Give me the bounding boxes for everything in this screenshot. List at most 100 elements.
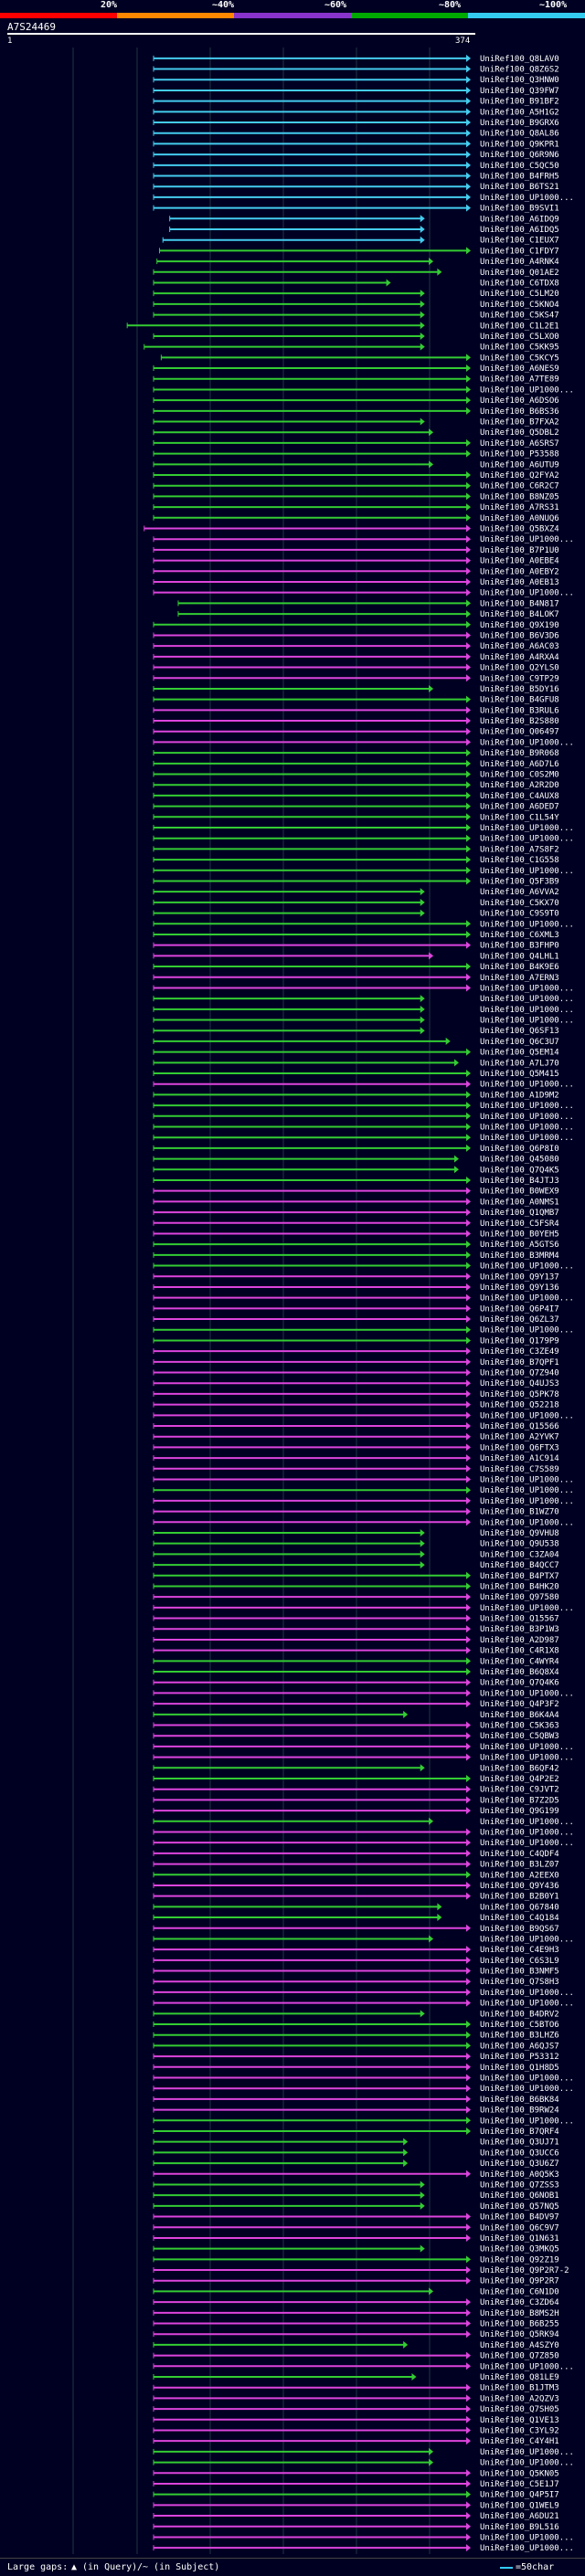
hit-label[interactable]: UniRef100_UP1000... xyxy=(480,2075,574,2084)
hit-label[interactable]: UniRef100_Q1QMB7 xyxy=(480,1209,559,1218)
hit-label[interactable]: UniRef100_UP1000... xyxy=(480,1743,574,1752)
hit-label[interactable]: UniRef100_C6R2C7 xyxy=(480,482,559,491)
hit-label[interactable]: UniRef100_A6SRS7 xyxy=(480,439,559,449)
hit-label[interactable]: UniRef100_C3ZA04 xyxy=(480,1550,559,1559)
hit-label[interactable]: UniRef100_Q2YLS0 xyxy=(480,664,559,673)
hit-label[interactable]: UniRef100_UP1000... xyxy=(480,1475,574,1484)
hit-label[interactable]: UniRef100_C4E9H3 xyxy=(480,1946,559,1955)
hit-label[interactable]: UniRef100_B9QS67 xyxy=(480,1925,559,1934)
hit-label[interactable]: UniRef100_Q3MKQ5 xyxy=(480,2245,559,2254)
hit-label[interactable]: UniRef100_B4FRH5 xyxy=(480,173,559,182)
hit-label[interactable]: UniRef100_Q2FYA2 xyxy=(480,471,559,480)
hit-label[interactable]: UniRef100_P53588 xyxy=(480,450,559,459)
hit-label[interactable]: UniRef100_Q06497 xyxy=(480,728,559,737)
hit-label[interactable]: UniRef100_B1JTM3 xyxy=(480,2384,559,2393)
hit-label[interactable]: UniRef100_B3P1W3 xyxy=(480,1625,559,1634)
hit-label[interactable]: UniRef100_A1C914 xyxy=(480,1454,559,1463)
hit-label[interactable]: UniRef100_C6TDX8 xyxy=(480,279,559,288)
hit-label[interactable]: UniRef100_Q7Z850 xyxy=(480,2352,559,2361)
hit-label[interactable]: UniRef100_C1L2E1 xyxy=(480,322,559,331)
hit-label[interactable]: UniRef100_Q8AL86 xyxy=(480,130,559,139)
hit-label[interactable]: UniRef100_UP1000... xyxy=(480,2544,574,2553)
hit-label[interactable]: UniRef100_A5GTS6 xyxy=(480,1240,559,1250)
hit-label[interactable]: UniRef100_B3NMF5 xyxy=(480,1968,559,1977)
hit-label[interactable]: UniRef100_Q3UJ71 xyxy=(480,2138,559,2148)
hit-label[interactable]: UniRef100_C5QC50 xyxy=(480,162,559,171)
hit-label[interactable]: UniRef100_UP1000... xyxy=(480,738,574,747)
hit-label[interactable]: UniRef100_A6DSO6 xyxy=(480,396,559,406)
hit-label[interactable]: UniRef100_C5KCY5 xyxy=(480,354,559,363)
hit-label[interactable]: UniRef100_B7QPF1 xyxy=(480,1358,559,1367)
hit-label[interactable]: UniRef100_C4WYR4 xyxy=(480,1657,559,1666)
hit-label[interactable]: UniRef100_UP1000... xyxy=(480,385,574,395)
hit-label[interactable]: UniRef100_B4GFU8 xyxy=(480,696,559,705)
hit-label[interactable]: UniRef100_UP1000... xyxy=(480,1017,574,1026)
hit-label[interactable]: UniRef100_UP1000... xyxy=(480,920,574,929)
hit-label[interactable]: UniRef100_Q52218 xyxy=(480,1401,559,1410)
hit-label[interactable]: UniRef100_Q81LE9 xyxy=(480,2373,559,2382)
hit-label[interactable]: UniRef100_B4PTX7 xyxy=(480,1572,559,1581)
hit-label[interactable]: UniRef100_C6S3L9 xyxy=(480,1957,559,1966)
hit-label[interactable]: UniRef100_A0EBY2 xyxy=(480,567,559,576)
hit-label[interactable]: UniRef100_C5K363 xyxy=(480,1722,559,1731)
hit-label[interactable]: UniRef100_Q6ZL37 xyxy=(480,1315,559,1325)
hit-label[interactable]: UniRef100_UP1000... xyxy=(480,835,574,844)
hit-label[interactable]: UniRef100_Q6NOB1 xyxy=(480,2191,559,2201)
hit-label[interactable]: UniRef100_UP1000... xyxy=(480,589,574,598)
hit-label[interactable]: UniRef100_Q9Y436 xyxy=(480,1882,559,1891)
hit-label[interactable]: UniRef100_Q1WEL9 xyxy=(480,2501,559,2510)
hit-label[interactable]: UniRef100_UP1000... xyxy=(480,1989,574,1998)
hit-label[interactable]: UniRef100_Q6C9V7 xyxy=(480,2223,559,2233)
hit-label[interactable]: UniRef100_Q9X190 xyxy=(480,621,559,630)
hit-label[interactable]: UniRef100_A2R2D0 xyxy=(480,781,559,790)
hit-label[interactable]: UniRef100_Q6P8I0 xyxy=(480,1145,559,1154)
hit-label[interactable]: UniRef100_C1L54Y xyxy=(480,813,559,822)
hit-label[interactable]: UniRef100_A4RXA4 xyxy=(480,653,559,662)
hit-label[interactable]: UniRef100_A2EEX0 xyxy=(480,1871,559,1880)
hit-label[interactable]: UniRef100_A7RS31 xyxy=(480,503,559,512)
hit-label[interactable]: UniRef100_Q9G199 xyxy=(480,1807,559,1816)
hit-label[interactable]: UniRef100_Q97580 xyxy=(480,1593,559,1602)
hit-label[interactable]: UniRef100_C0S2M0 xyxy=(480,771,559,780)
hit-label[interactable]: UniRef100_UP1000... xyxy=(480,1006,574,1015)
hit-label[interactable]: UniRef100_Q39FW7 xyxy=(480,87,559,96)
hit-label[interactable]: UniRef100_UP1000... xyxy=(480,194,574,203)
hit-label[interactable]: UniRef100_Q4UJS3 xyxy=(480,1379,559,1388)
hit-label[interactable]: UniRef100_C5KNO4 xyxy=(480,301,559,310)
hit-label[interactable]: UniRef100_B7P1U0 xyxy=(480,546,559,555)
hit-label[interactable]: UniRef100_C4QDF4 xyxy=(480,1850,559,1859)
hit-label[interactable]: UniRef100_Q5PK78 xyxy=(480,1390,559,1399)
hit-label[interactable]: UniRef100_C6N1D0 xyxy=(480,2287,559,2296)
hit-label[interactable]: UniRef100_Q4P5I7 xyxy=(480,2491,559,2500)
hit-label[interactable]: UniRef100_B5DY16 xyxy=(480,685,559,694)
hit-label[interactable]: UniRef100_Q01AE2 xyxy=(480,269,559,278)
hit-label[interactable]: UniRef100_C4AUX8 xyxy=(480,792,559,801)
hit-label[interactable]: UniRef100_B3RUL6 xyxy=(480,706,559,715)
hit-label[interactable]: UniRef100_A6DU21 xyxy=(480,2512,559,2521)
hit-label[interactable]: UniRef100_B6TS21 xyxy=(480,183,559,192)
hit-label[interactable]: UniRef100_UP1000... xyxy=(480,1839,574,1848)
hit-label[interactable]: UniRef100_C5BTO6 xyxy=(480,2021,559,2030)
hit-label[interactable]: UniRef100_Q4P3F2 xyxy=(480,1700,559,1709)
hit-label[interactable]: UniRef100_UP1000... xyxy=(480,1818,574,1827)
hit-label[interactable]: UniRef100_Q9P2R7 xyxy=(480,2277,559,2286)
hit-label[interactable]: UniRef100_A7LJ70 xyxy=(480,1059,559,1068)
hit-label[interactable]: UniRef100_UP1000... xyxy=(480,995,574,1004)
hit-label[interactable]: UniRef100_C5FSR4 xyxy=(480,1219,559,1229)
hit-label[interactable]: UniRef100_C1FDY7 xyxy=(480,247,559,256)
hit-label[interactable]: UniRef100_Q5EM14 xyxy=(480,1049,559,1058)
hit-label[interactable]: UniRef100_B4DV97 xyxy=(480,2213,559,2222)
hit-label[interactable]: UniRef100_A7S8F2 xyxy=(480,845,559,854)
hit-label[interactable]: UniRef100_A2QZV3 xyxy=(480,2394,559,2403)
hit-label[interactable]: UniRef100_A6IDQ5 xyxy=(480,226,559,235)
hit-label[interactable]: UniRef100_Q5KN05 xyxy=(480,2469,559,2478)
hit-label[interactable]: UniRef100_B0WEX9 xyxy=(480,1188,559,1197)
hit-label[interactable]: UniRef100_Q5BXZ4 xyxy=(480,524,559,533)
hit-label[interactable]: UniRef100_C1G558 xyxy=(480,856,559,865)
hit-label[interactable]: UniRef100_UP1000... xyxy=(480,2117,574,2126)
hit-label[interactable]: UniRef100_Q5RK94 xyxy=(480,2330,559,2339)
hit-label[interactable]: UniRef100_A5H1G2 xyxy=(480,108,559,117)
hit-label[interactable]: UniRef100_B6BS36 xyxy=(480,407,559,417)
hit-label[interactable]: UniRef100_Q3U6Z7 xyxy=(480,2159,559,2169)
hit-label[interactable]: UniRef100_C5QBW3 xyxy=(480,1732,559,1741)
